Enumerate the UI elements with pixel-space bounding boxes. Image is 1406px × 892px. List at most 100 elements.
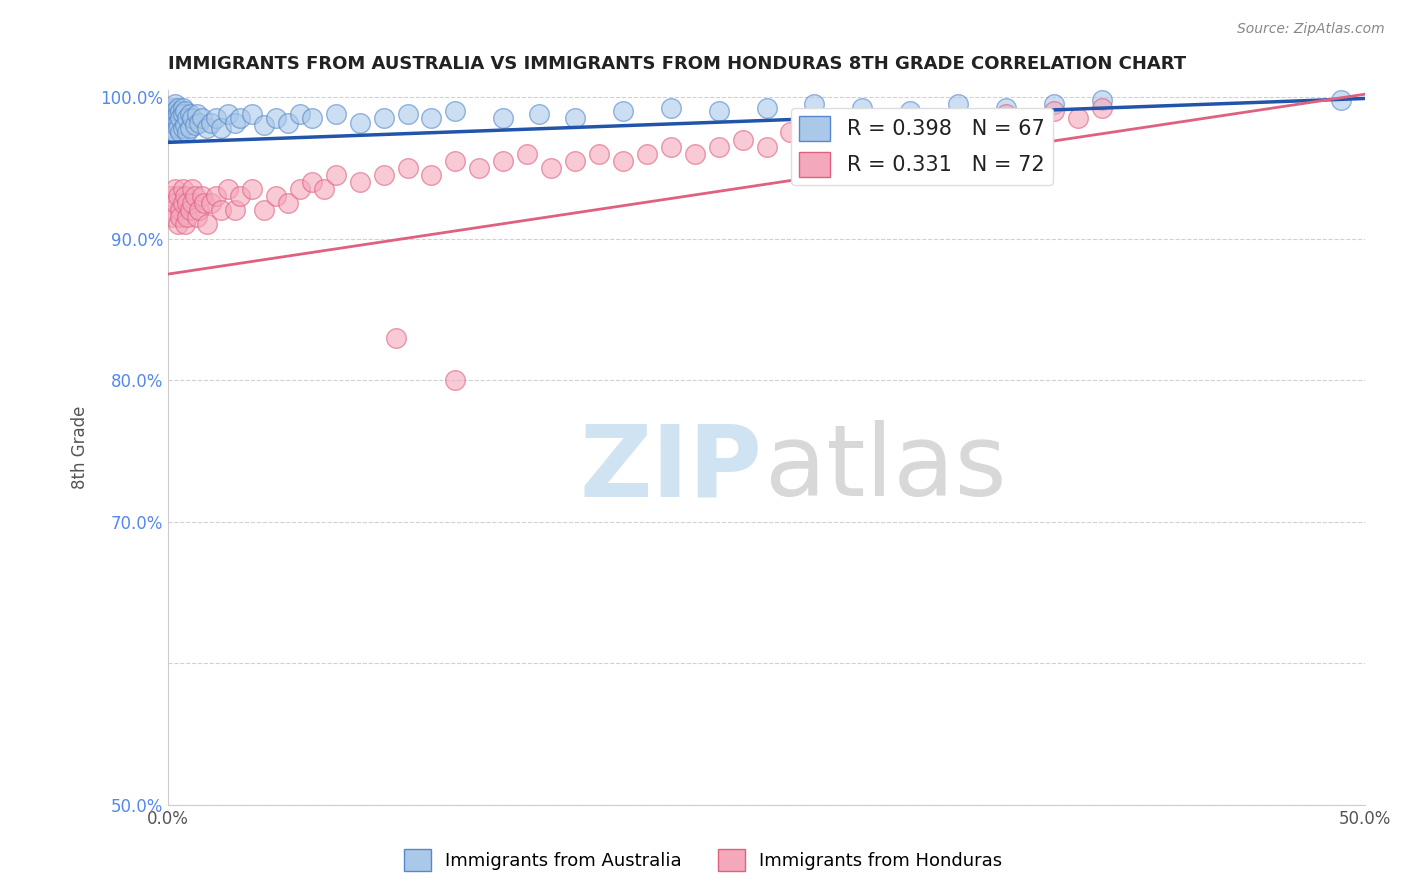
Legend: R = 0.398   N = 67, R = 0.331   N = 72: R = 0.398 N = 67, R = 0.331 N = 72 <box>792 108 1053 186</box>
Point <box>827 125 849 139</box>
Point <box>444 153 467 168</box>
Point <box>636 146 658 161</box>
Point <box>209 203 232 218</box>
Point <box>229 112 252 126</box>
Point <box>162 211 184 225</box>
Y-axis label: 8th Grade: 8th Grade <box>72 406 89 489</box>
Point <box>174 104 197 119</box>
Point <box>420 168 443 182</box>
Point <box>162 107 184 121</box>
Point <box>612 104 634 119</box>
Point <box>384 331 406 345</box>
Point <box>200 196 222 211</box>
Legend: Immigrants from Australia, Immigrants from Honduras: Immigrants from Australia, Immigrants fr… <box>396 842 1010 879</box>
Point <box>444 104 467 119</box>
Point <box>803 97 825 112</box>
Point <box>396 107 419 121</box>
Point <box>162 121 184 136</box>
Point <box>468 161 491 175</box>
Point <box>190 112 212 126</box>
Point <box>898 104 921 119</box>
Point <box>898 119 921 133</box>
Point <box>188 115 211 129</box>
Point <box>181 182 204 196</box>
Point <box>683 146 706 161</box>
Point <box>1090 93 1112 107</box>
Point <box>186 211 208 225</box>
Point <box>183 189 205 203</box>
Text: IMMIGRANTS FROM AUSTRALIA VS IMMIGRANTS FROM HONDURAS 8TH GRADE CORRELATION CHAR: IMMIGRANTS FROM AUSTRALIA VS IMMIGRANTS … <box>169 55 1187 73</box>
Point <box>174 189 197 203</box>
Point <box>162 203 184 218</box>
Point <box>172 102 194 116</box>
Point <box>166 102 188 116</box>
Point <box>172 182 194 196</box>
Point <box>946 119 969 133</box>
Point <box>172 107 194 121</box>
Point <box>527 107 550 121</box>
Point <box>176 196 198 211</box>
Point <box>492 112 515 126</box>
Point <box>875 125 897 139</box>
Point <box>169 112 191 126</box>
Point <box>564 153 586 168</box>
Point <box>174 218 197 232</box>
Point <box>166 218 188 232</box>
Point <box>179 107 201 121</box>
Point <box>492 153 515 168</box>
Point <box>373 168 395 182</box>
Point <box>349 175 371 189</box>
Point <box>205 112 228 126</box>
Point <box>166 115 188 129</box>
Point <box>540 161 562 175</box>
Point <box>224 115 246 129</box>
Point <box>588 146 610 161</box>
Point <box>420 112 443 126</box>
Point <box>755 102 778 116</box>
Point <box>172 196 194 211</box>
Point <box>731 132 754 146</box>
Point <box>217 107 239 121</box>
Point <box>159 112 181 126</box>
Point <box>169 211 191 225</box>
Point <box>803 132 825 146</box>
Point <box>165 182 187 196</box>
Text: atlas: atlas <box>765 420 1007 517</box>
Point <box>564 112 586 126</box>
Point <box>188 203 211 218</box>
Point <box>288 182 311 196</box>
Point <box>994 102 1017 116</box>
Text: ZIP: ZIP <box>579 420 762 517</box>
Point <box>659 139 682 153</box>
Point <box>166 189 188 203</box>
Point <box>264 189 287 203</box>
Point <box>159 189 181 203</box>
Point <box>195 121 218 136</box>
Point <box>707 104 730 119</box>
Point <box>176 112 198 126</box>
Point <box>970 112 993 126</box>
Point <box>994 107 1017 121</box>
Point <box>612 153 634 168</box>
Point <box>396 161 419 175</box>
Point <box>179 121 201 136</box>
Point <box>181 196 204 211</box>
Point <box>229 189 252 203</box>
Point <box>264 112 287 126</box>
Point <box>277 115 299 129</box>
Point <box>162 115 184 129</box>
Point <box>1330 93 1353 107</box>
Point <box>165 196 187 211</box>
Point <box>193 196 215 211</box>
Point <box>165 104 187 119</box>
Point <box>209 121 232 136</box>
Point <box>169 125 191 139</box>
Point <box>516 146 538 161</box>
Point <box>166 121 188 136</box>
Point <box>186 107 208 121</box>
Point <box>195 218 218 232</box>
Point <box>1090 102 1112 116</box>
Point <box>181 112 204 126</box>
Point <box>165 97 187 112</box>
Point <box>240 182 263 196</box>
